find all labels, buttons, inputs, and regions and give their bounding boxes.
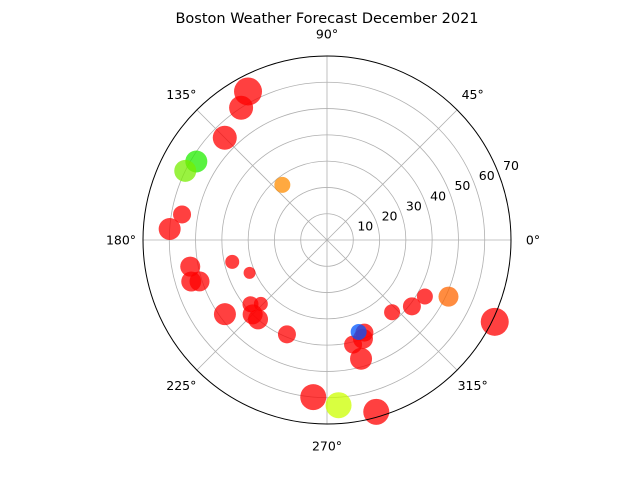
data-point-1: [229, 95, 254, 120]
r-tick-label-4: 50: [454, 178, 470, 193]
data-point-10: [189, 271, 210, 292]
data-point-30: [438, 286, 459, 307]
r-tick-label-6: 70: [503, 158, 519, 173]
data-point-5: [174, 159, 197, 182]
chart-title: Boston Weather Forecast December 2021: [175, 11, 478, 27]
theta-tick-label-5: 225°: [166, 378, 196, 393]
polar-frame: [142, 55, 512, 425]
data-point-18: [277, 325, 296, 344]
data-point-7: [158, 217, 181, 240]
data-point-12: [243, 266, 256, 279]
scatter-points: [158, 77, 509, 425]
data-point-17: [253, 296, 268, 311]
data-point-31: [480, 307, 509, 336]
theta-tick-label-2: 90°: [316, 27, 338, 42]
data-point-21: [363, 398, 390, 425]
r-tick-label-2: 30: [406, 198, 422, 213]
data-point-27: [384, 304, 401, 321]
theta-tick-label-7: 315°: [458, 378, 488, 393]
theta-tick-label-3: 135°: [166, 87, 196, 102]
data-point-3: [274, 176, 291, 193]
angular-grid: [143, 56, 511, 424]
data-point-29: [416, 288, 433, 305]
grid-spoke-1: [326, 109, 458, 241]
data-point-22: [350, 347, 373, 370]
theta-tick-label-4: 180°: [106, 233, 136, 248]
data-point-2: [212, 125, 237, 150]
data-point-11: [225, 254, 240, 269]
data-point-13: [213, 303, 236, 326]
data-point-20: [325, 392, 352, 419]
data-point-19: [300, 384, 327, 411]
data-point-28: [402, 297, 421, 316]
data-point-26: [350, 323, 367, 340]
data-point-8: [180, 256, 201, 277]
theta-tick-label-6: 270°: [312, 439, 342, 454]
data-point-16: [248, 309, 269, 330]
theta-tick-label-1: 45°: [462, 87, 484, 102]
r-tick-labels: 10 20 30 40 50 60 70: [357, 158, 519, 233]
r-tick-label-3: 40: [430, 188, 446, 203]
r-tick-label-1: 20: [382, 208, 398, 223]
theta-tick-label-0: 0°: [526, 233, 540, 248]
data-point-6: [173, 205, 192, 224]
r-tick-label-0: 10: [357, 218, 373, 233]
theta-tick-labels: 0° 45° 90° 135° 180° 225° 270° 315°: [106, 27, 540, 454]
r-tick-label-5: 60: [479, 168, 495, 183]
